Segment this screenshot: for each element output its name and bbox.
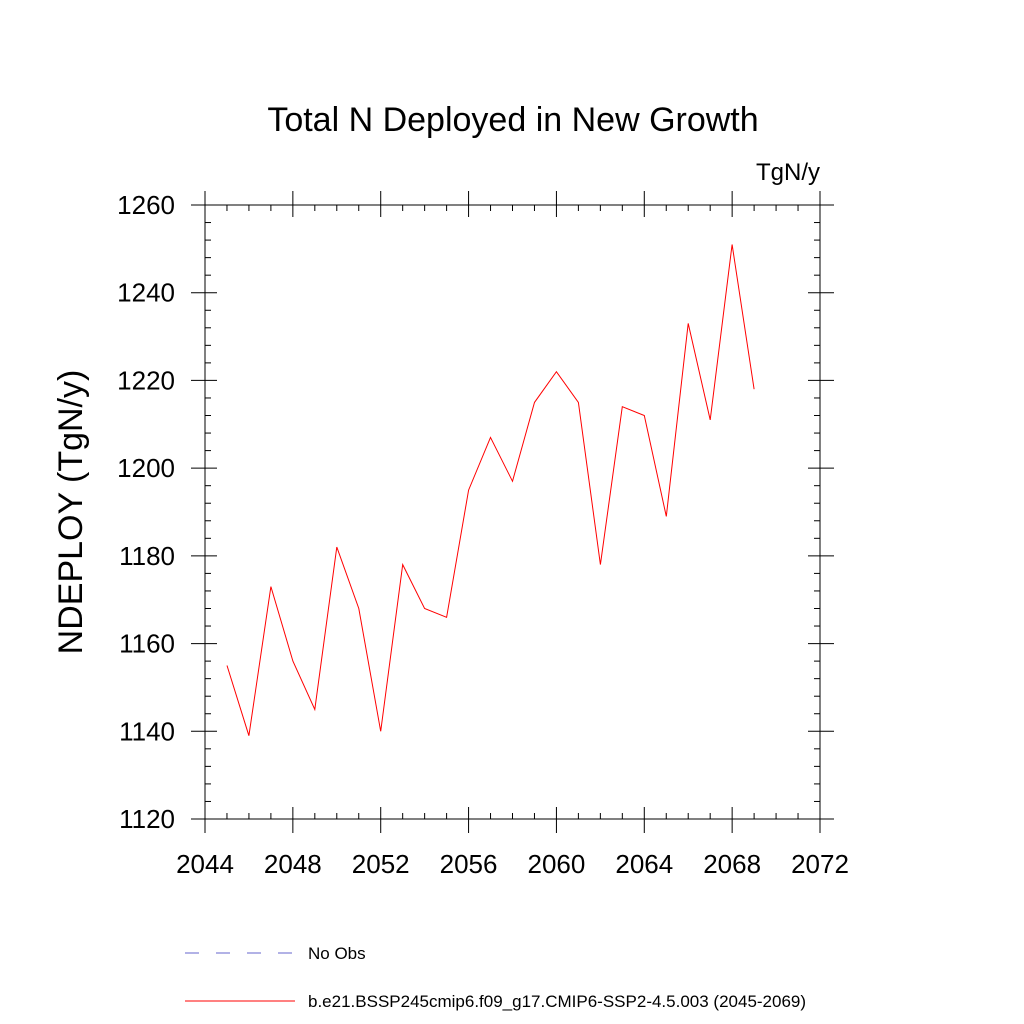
x-tick-label: 2072 xyxy=(791,849,849,879)
y-axis-label: NDEPLOY (TgN/y) xyxy=(52,370,90,655)
x-tick-label: 2044 xyxy=(176,849,234,879)
x-tick-label: 2052 xyxy=(352,849,410,879)
plot-frame xyxy=(204,204,821,820)
legend: No Obs b.e21.BSSP245cmip6.f09_g17.CMIP6-… xyxy=(185,944,806,1011)
x-tick-label: 2056 xyxy=(440,849,498,879)
y-tick-label: 1140 xyxy=(119,716,175,746)
y-tick-label: 1160 xyxy=(119,629,175,659)
x-tick-label: 2060 xyxy=(528,849,586,879)
y-tick-label: 1260 xyxy=(117,190,175,220)
units-label: TgN/y xyxy=(756,159,820,186)
y-tick-label: 1240 xyxy=(117,278,175,308)
y-axis: 1120 1140 1160 1180 1200 1220 1240 1260 xyxy=(117,190,834,834)
legend-label-series: b.e21.BSSP245cmip6.f09_g17.CMIP6-SSP2-4.… xyxy=(308,992,806,1011)
x-tick-label: 2064 xyxy=(615,849,673,879)
y-tick-label: 1220 xyxy=(117,365,175,395)
x-tick-label: 2048 xyxy=(264,849,322,879)
series-layer xyxy=(226,244,755,736)
chart-title: Total N Deployed in New Growth xyxy=(267,101,758,139)
x-tick-label: 2068 xyxy=(703,849,761,879)
y-tick-label: 1120 xyxy=(119,804,175,834)
y-tick-label: 1200 xyxy=(117,453,175,483)
series-line-0 xyxy=(226,244,755,736)
x-axis: 2044 2048 2052 2056 2060 2064 2068 2072 xyxy=(176,191,849,879)
legend-label-no-obs: No Obs xyxy=(308,944,366,963)
y-tick-label: 1180 xyxy=(119,541,175,571)
